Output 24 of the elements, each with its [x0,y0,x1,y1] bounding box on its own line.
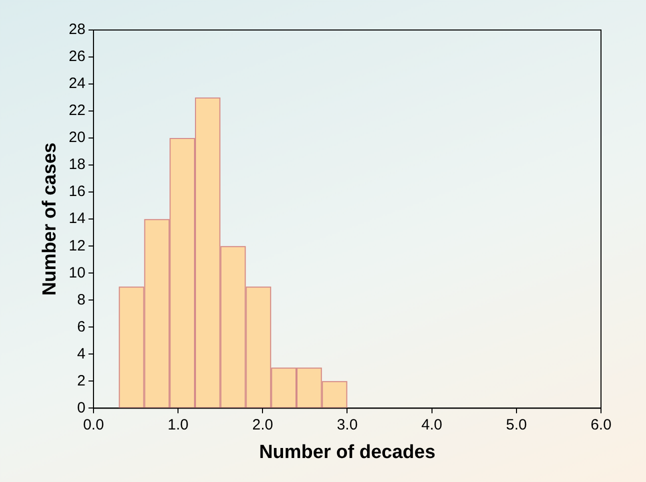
x-tick-label: 1.0 [168,416,188,434]
x-tick-label: 6.0 [590,416,612,434]
y-tick-label: 20 [68,129,86,146]
y-tick-label: 0 [77,399,86,416]
y-tick-label: 18 [68,156,86,174]
y-tick-label: 10 [68,264,86,282]
x-tick-label: 4.0 [421,416,442,434]
y-tick-label: 2 [77,372,86,390]
y-tick-label: 24 [68,75,86,92]
y-tick-label: 4 [77,345,86,362]
y-axis-title: Number of cases [40,142,61,296]
y-tick-label: 26 [68,48,86,66]
x-tick-label: 5.0 [506,416,527,434]
y-tick-label: 16 [68,183,86,200]
x-tick-label: 2.0 [252,416,274,434]
y-tick-label: 8 [77,291,86,308]
x-axis-title: Number of decades [259,442,436,463]
x-tick-label: 0.0 [83,416,104,434]
y-tick-label: 22 [68,102,86,120]
x-tick-label: 3.0 [336,416,358,434]
y-tick-label: 12 [68,237,86,254]
y-tick-label: 6 [77,318,86,336]
y-tick-label: 14 [68,210,86,228]
y-tick-label: 28 [68,21,86,38]
